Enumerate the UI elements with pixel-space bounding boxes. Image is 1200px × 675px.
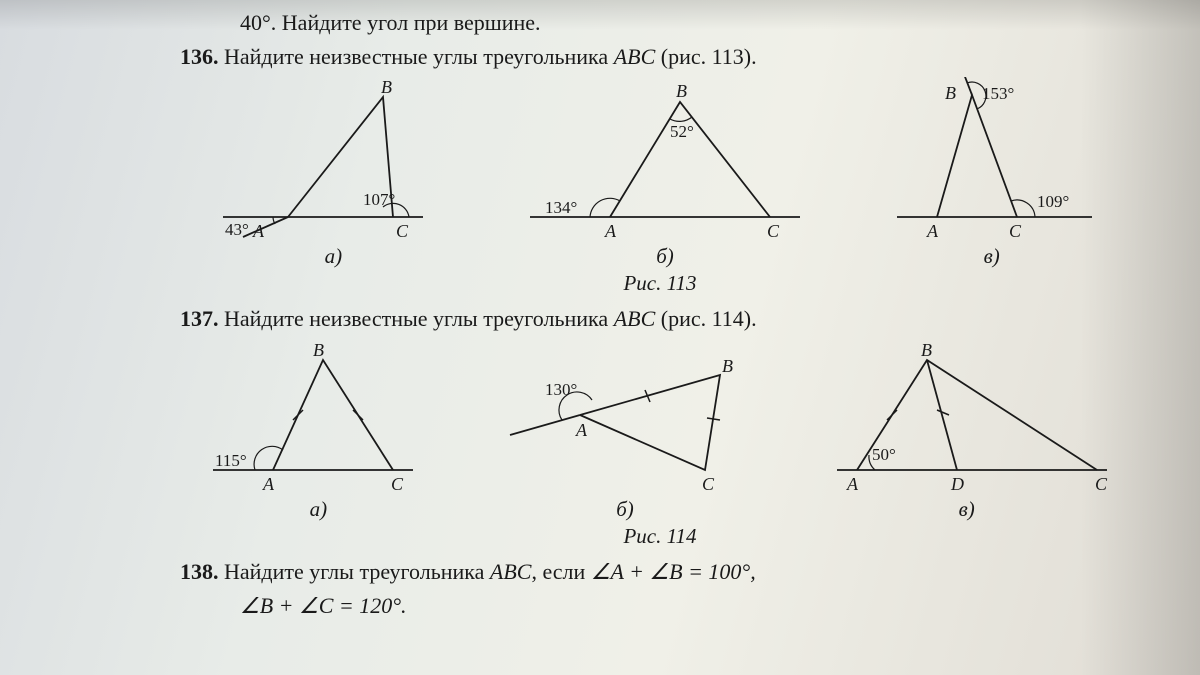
angle-134: 134° [545,198,577,217]
fig-113-caption: Рис. 113 [180,271,1140,296]
vertex-A: A [926,221,939,241]
angle-50: 50° [872,445,896,464]
problem-135-tail: 40°. Найдите угол при вершине. [180,8,1140,38]
angle-109: 109° [1037,192,1069,211]
vertex-A: A [252,221,265,241]
fig-113-b: A B C 134° 52° б) [520,77,810,269]
vertex-B: B [945,83,956,103]
vertex-C: C [1009,221,1022,241]
problem-135-tail-text: 40°. Найдите угол при вершине. [240,10,541,35]
textbook-page: 40°. Найдите угол при вершине. 136. Найд… [0,0,1200,634]
fig-114-v: A B C D 50° в) [817,340,1117,522]
fig-113-v: A B C 153° 109° в) [877,77,1107,269]
problem-137: 137. Найдите неизвестные углы треугольни… [180,304,1140,334]
problem-137-text: Найдите неизвестные углы треугольника [224,306,614,331]
problem-138-text2: , если [531,559,590,584]
problem-138-tri: ABC [490,559,532,584]
fig-114-caption: Рис. 114 [180,524,1140,549]
fig-113-b-label: б) [520,244,810,269]
fig-114-b-label: б) [480,497,770,522]
fig-114-row: A B C 115° а) A B C [180,340,1140,522]
problem-136-tri: ABC [614,44,656,69]
vertex-C: C [1095,474,1108,494]
fig-113-v-label: в) [877,244,1107,269]
vertex-D: D [950,474,964,494]
problem-136-ref: (рис. 113). [655,44,756,69]
angle-153: 153° [982,84,1014,103]
fig-114-b-svg: A B C 130° [480,340,770,495]
fig-114-v-svg: A B C D 50° [817,340,1117,495]
fig-114-a-svg: A B C 115° [203,340,433,495]
angle-52: 52° [670,122,694,141]
vertex-A: A [604,221,617,241]
problem-136-number: 136. [180,44,219,69]
problem-138: 138. Найдите углы треугольника ABC, если… [180,557,1140,587]
angle-107: 107° [363,190,395,209]
fig-113-a: A B C 43° 107° а) [213,77,453,269]
fig-114-v-label: в) [817,497,1117,522]
vertex-B: B [921,340,932,360]
fig-113-a-svg: A B C 43° 107° [213,77,453,242]
fig-114-a-label: а) [203,497,433,522]
problem-136: 136. Найдите неизвестные углы треугольни… [180,42,1140,72]
fig-113-v-svg: A B C 153° 109° [877,77,1107,242]
problem-137-ref: (рис. 114). [655,306,756,331]
fig-113-row: A B C 43° 107° а) A B C 134° 52° [180,77,1140,269]
vertex-B: B [722,356,733,376]
vertex-C: C [391,474,404,494]
problem-136-text: Найдите неизвестные углы треугольника [224,44,614,69]
vertex-B: B [313,340,324,360]
vertex-C: C [396,221,409,241]
problem-138-eq2: ∠B + ∠C = 120°. [240,593,407,618]
vertex-C: C [702,474,715,494]
angle-43: 43° [225,220,249,239]
vertex-B: B [381,77,392,97]
vertex-A: A [846,474,859,494]
fig-113-a-label: а) [213,244,453,269]
problem-138-line2: ∠B + ∠C = 120°. [180,591,1140,621]
fig-113-b-svg: A B C 134° 52° [520,77,810,242]
fig-114-b: A B C 130° б) [480,340,770,522]
problem-138-text1: Найдите углы треугольника [224,559,490,584]
vertex-B: B [676,81,687,101]
angle-130: 130° [545,380,577,399]
problem-137-tri: ABC [614,306,656,331]
vertex-C: C [767,221,780,241]
angle-115: 115° [215,451,247,470]
fig-114-a: A B C 115° а) [203,340,433,522]
problem-138-eq1: ∠A + ∠B = 100°, [591,559,756,584]
problem-138-number: 138. [180,559,219,584]
vertex-A: A [575,420,588,440]
problem-137-number: 137. [180,306,219,331]
vertex-A: A [262,474,275,494]
